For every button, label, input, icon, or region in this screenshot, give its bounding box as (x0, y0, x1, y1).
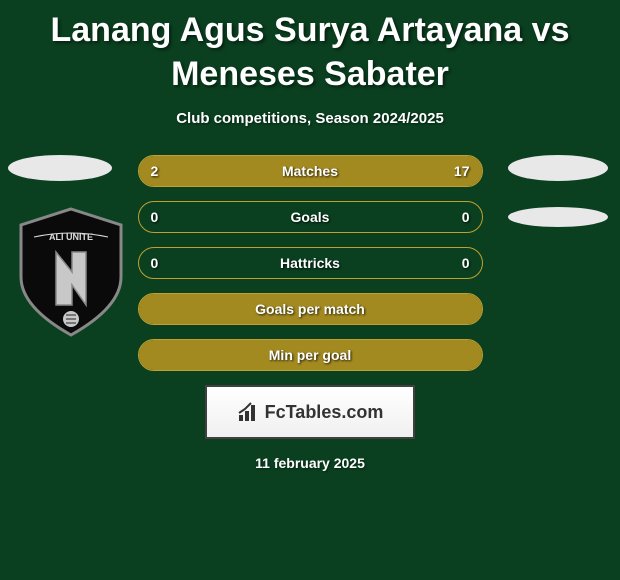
stat-row-min-per-goal: Min per goal (138, 339, 483, 371)
page-title: Lanang Agus Surya Artayana vs Meneses Sa… (0, 0, 620, 96)
player-left-avatar (8, 155, 112, 181)
stat-value-right: 0 (462, 202, 470, 232)
stat-label: Matches (139, 156, 482, 186)
brand-text: FcTables.com (265, 402, 384, 423)
brand-logo[interactable]: FcTables.com (205, 385, 415, 439)
stat-label: Hattricks (139, 248, 482, 278)
stat-label: Goals per match (139, 294, 482, 324)
stat-bars: 2 Matches 17 0 Goals 0 0 Hattricks 0 Goa… (138, 155, 483, 371)
subtitle: Club competitions, Season 2024/2025 (0, 110, 620, 127)
stat-row-matches: 2 Matches 17 (138, 155, 483, 187)
stat-row-hattricks: 0 Hattricks 0 (138, 247, 483, 279)
stat-label: Goals (139, 202, 482, 232)
stat-label: Min per goal (139, 340, 482, 370)
stat-row-goals: 0 Goals 0 (138, 201, 483, 233)
comparison-content: ALI UNITE 2 Matches 17 0 Goals 0 0 Hattr… (0, 155, 620, 471)
stat-row-goals-per-match: Goals per match (138, 293, 483, 325)
stat-value-right: 17 (454, 156, 470, 186)
chart-icon (237, 401, 259, 423)
club-left-shield: ALI UNITE (14, 207, 128, 337)
svg-text:ALI UNITE: ALI UNITE (49, 232, 93, 242)
stat-value-right: 0 (462, 248, 470, 278)
date-label: 11 february 2025 (0, 455, 620, 471)
player-right-avatar (508, 155, 608, 181)
club-right-badge (508, 207, 608, 227)
